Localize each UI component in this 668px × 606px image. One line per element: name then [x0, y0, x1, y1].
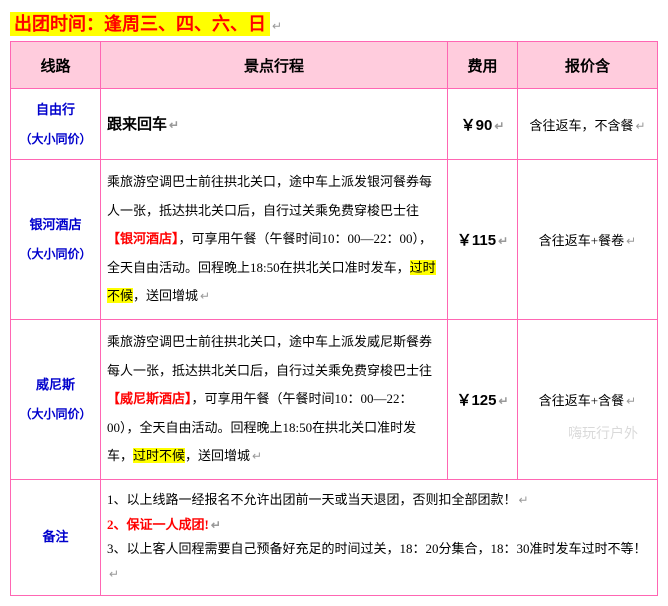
- includes-text: 含往返车+含餐: [539, 393, 624, 408]
- route-main: 银河酒店: [29, 217, 81, 232]
- itin-p3: ，送回增城: [185, 448, 250, 463]
- return-mark: ↵: [519, 493, 529, 507]
- remarks-label: 备注: [42, 529, 68, 544]
- remark-item: 1、以上线路一经报名不允许出团前一天或当天退团，否则扣全部团款！↵: [107, 488, 651, 513]
- return-mark: ↵: [498, 394, 508, 408]
- includes-text: 含往返车+餐卷: [539, 233, 624, 248]
- return-mark: ↵: [498, 234, 508, 248]
- price-cell: ￥90↵: [448, 89, 518, 160]
- itin-p3: ，送回增城: [133, 288, 198, 303]
- route-cell: 威尼斯 （大小同价）: [11, 319, 101, 479]
- return-mark: ↵: [200, 289, 210, 303]
- remarks-cell: 1、以上线路一经报名不允许出团前一天或当天退团，否则扣全部团款！↵ 2、保证一人…: [101, 479, 658, 595]
- return-mark: ↵: [494, 119, 504, 133]
- price-text: ￥115: [457, 232, 496, 249]
- col-includes: 报价含: [518, 42, 658, 89]
- late-warning: 过时不候: [133, 448, 185, 463]
- table-row: 威尼斯 （大小同价） 乘旅游空调巴士前往拱北关口，途中车上派发威尼斯餐券每人一张…: [11, 319, 658, 479]
- hotel-name: 【威尼斯酒店】: [107, 391, 192, 406]
- table-row: 银河酒店 （大小同价） 乘旅游空调巴士前往拱北关口，途中车上派发银河餐券每人一张…: [11, 160, 658, 320]
- itinerary-cell: 乘旅游空调巴士前往拱北关口，途中车上派发威尼斯餐券每人一张，抵达拱北关口后，自行…: [101, 319, 448, 479]
- col-price: 费用: [448, 42, 518, 89]
- route-sub: （大小同价）: [17, 127, 94, 151]
- remarks-row: 备注 1、以上线路一经报名不允许出团前一天或当天退团，否则扣全部团款！↵ 2、保…: [11, 479, 658, 595]
- remark-text: 3、以上客人回程需要自己预备好充足的时间过关，18：20分集合，18：30准时发…: [107, 541, 647, 556]
- route-cell: 自由行 （大小同价）: [11, 89, 101, 160]
- header-row: 线路 景点行程 费用 报价含: [11, 42, 658, 89]
- return-mark: ↵: [169, 118, 179, 132]
- tour-table: 线路 景点行程 费用 报价含 自由行 （大小同价） 跟来回车↵ ￥90↵ 含往返…: [10, 41, 658, 596]
- itin-p1: 乘旅游空调巴士前往拱北关口，途中车上派发银河餐券每人一张，抵达拱北关口后，自行过…: [107, 174, 432, 218]
- route-cell: 银河酒店 （大小同价）: [11, 160, 101, 320]
- table-row: 自由行 （大小同价） 跟来回车↵ ￥90↵ 含往返车，不含餐↵: [11, 89, 658, 160]
- includes-cell: 含往返车，不含餐↵: [518, 89, 658, 160]
- return-mark: ↵: [626, 234, 636, 248]
- col-itinerary: 景点行程: [101, 42, 448, 89]
- route-sub: （大小同价）: [17, 402, 94, 426]
- return-mark: ↵: [252, 449, 262, 463]
- remark-item: 3、以上客人回程需要自己预备好充足的时间过关，18：20分集合，18：30准时发…: [107, 537, 651, 586]
- remark-item: 2、保证一人成团!↵: [107, 513, 651, 538]
- itin-p1: 乘旅游空调巴士前往拱北关口，途中车上派发威尼斯餐券每人一张，抵达拱北关口后，自行…: [107, 334, 432, 378]
- itin-text: 跟来回车: [107, 116, 167, 133]
- return-mark: ↵: [272, 19, 282, 33]
- departure-header: 出团时间：逢周三、四、六、日: [10, 12, 270, 36]
- return-mark: ↵: [109, 567, 119, 581]
- price-cell: ￥125↵: [448, 319, 518, 479]
- route-sub: （大小同价）: [17, 242, 94, 266]
- itinerary-cell: 乘旅游空调巴士前往拱北关口，途中车上派发银河餐券每人一张，抵达拱北关口后，自行过…: [101, 160, 448, 320]
- includes-cell: 含往返车+餐卷↵: [518, 160, 658, 320]
- itinerary-cell: 跟来回车↵: [101, 89, 448, 160]
- return-mark: ↵: [626, 394, 636, 408]
- return-mark: ↵: [211, 518, 221, 532]
- remark-text: 1、以上线路一经报名不允许出团前一天或当天退团，否则扣全部团款！: [107, 492, 517, 507]
- includes-cell: 含往返车+含餐↵: [518, 319, 658, 479]
- price-text: ￥90: [461, 117, 493, 134]
- route-main: 威尼斯: [36, 377, 75, 392]
- remarks-label-cell: 备注: [11, 479, 101, 595]
- includes-text: 含往返车，不含餐: [529, 118, 633, 133]
- route-main: 自由行: [36, 102, 75, 117]
- return-mark: ↵: [635, 119, 645, 133]
- price-text: ￥125: [456, 392, 496, 409]
- remark-text: 2、保证一人成团!: [107, 517, 209, 532]
- hotel-name: 【银河酒店】: [107, 231, 179, 246]
- departure-header-row: 出团时间：逢周三、四、六、日↵: [10, 10, 658, 36]
- price-cell: ￥115↵: [448, 160, 518, 320]
- col-route: 线路: [11, 42, 101, 89]
